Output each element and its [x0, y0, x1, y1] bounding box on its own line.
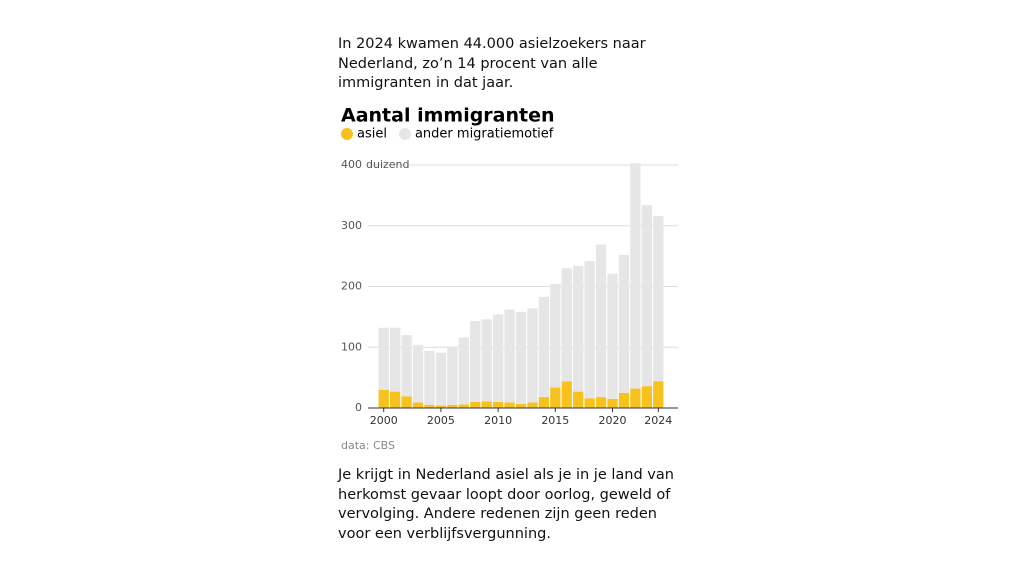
x-tick-label: 2024: [644, 414, 672, 427]
bar-segment: [607, 273, 618, 399]
bar-segment: [561, 268, 572, 382]
bar-segment: [401, 335, 412, 397]
bar-segment: [458, 337, 469, 405]
bar-segment: [504, 309, 515, 403]
bar-segment: [435, 405, 447, 408]
bar-segment: [401, 396, 412, 408]
bar-segment: [515, 403, 527, 408]
outro-text: Je krijgt in Nederland asiel als je in j…: [338, 467, 674, 542]
bar-segment: [527, 308, 538, 403]
bar-segment: [573, 391, 584, 408]
x-tick-label: 2010: [484, 414, 512, 427]
chart-title: Aantal immigranten: [341, 105, 555, 127]
bar-segment: [630, 388, 641, 408]
bar-segment: [390, 327, 401, 392]
bar-segment: [470, 321, 481, 402]
bar-segment: [515, 312, 527, 404]
bar-segment: [641, 386, 652, 408]
bar-segment: [435, 352, 447, 406]
y-tick-label: 0: [355, 401, 362, 414]
bar-segment: [447, 346, 458, 405]
bar-segment: [412, 344, 424, 403]
y-unit: duizend: [366, 158, 410, 171]
bar-segment: [653, 216, 664, 382]
bar-segment: [653, 381, 664, 408]
bar-segment: [550, 284, 561, 388]
bar-segment: [550, 387, 561, 408]
bar-segment: [595, 397, 607, 408]
y-tick-label: 300: [341, 219, 362, 232]
x-tick-label: 2020: [599, 414, 627, 427]
bar-segment: [538, 397, 550, 408]
intro-text: In 2024 kwamen 44.000 asielzoekers naar …: [338, 36, 646, 91]
legend-label: ander migratiemotief: [415, 127, 554, 142]
y-tick-label: 200: [341, 280, 362, 293]
bar-segment: [561, 381, 572, 408]
y-tick-label: 100: [341, 340, 362, 353]
bar-segment: [424, 350, 435, 405]
bar-segment: [630, 163, 641, 389]
bar-segment: [412, 402, 424, 408]
bar-segment: [607, 398, 618, 408]
bar-segment: [378, 327, 389, 390]
bar-segment: [641, 205, 652, 387]
x-tick-label: 2005: [427, 414, 455, 427]
bar-segment: [504, 402, 515, 408]
x-tick-label: 2000: [370, 414, 398, 427]
bar-segment: [538, 296, 550, 398]
bar-segment: [595, 244, 607, 398]
y-tick-label: 400: [341, 158, 362, 171]
bar-segment: [584, 398, 595, 408]
bar-segment: [584, 260, 595, 399]
bar-segment: [470, 401, 481, 408]
bar-segment: [618, 392, 630, 408]
x-tick-label: 2015: [541, 414, 569, 427]
legend-swatch: [398, 128, 411, 140]
chart: Aantal immigranten data: CBS asiel ander …: [341, 105, 678, 452]
bar-segment: [458, 404, 469, 408]
bar-segment: [573, 265, 584, 392]
bar-segment: [378, 389, 389, 408]
legend-label: asiel: [357, 127, 387, 142]
bar-segment: [618, 254, 630, 393]
bar-segment: [492, 401, 504, 408]
legend-swatch: [341, 128, 353, 140]
bar-segment: [390, 391, 401, 408]
bar-segment: [424, 404, 435, 408]
bar-segment: [527, 402, 538, 408]
source: data: CBS: [341, 439, 395, 452]
bar-segment: [447, 404, 458, 408]
bar-segment: [481, 401, 492, 408]
bar-segment: [481, 319, 492, 402]
bar-segment: [492, 314, 504, 402]
